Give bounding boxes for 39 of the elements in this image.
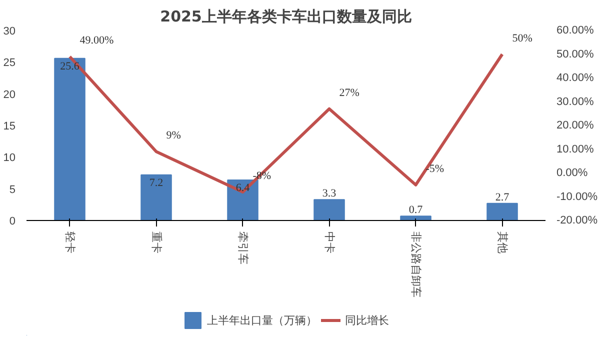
data-label: 49.00% bbox=[80, 34, 114, 47]
y2-tick-label: 20.00% bbox=[556, 120, 594, 132]
y-tick-label: 10 bbox=[3, 152, 16, 164]
y2-tick-label: -20.00% bbox=[556, 214, 598, 226]
data-label: 7.2 bbox=[149, 176, 164, 189]
x-tick-label: 轻卡 bbox=[63, 232, 76, 254]
y2-tick-label: 50.00% bbox=[556, 48, 594, 60]
data-label: 3.3 bbox=[322, 188, 337, 200]
y2-tick-label: -10.00% bbox=[556, 190, 598, 203]
data-label: 0.7 bbox=[408, 204, 424, 216]
y-tick-label: 20 bbox=[3, 88, 16, 101]
y2-tick-label: 0.00% bbox=[556, 167, 588, 179]
y-tick-label: 15 bbox=[3, 120, 16, 132]
data-label: 2.7 bbox=[495, 191, 510, 204]
bar bbox=[140, 174, 172, 220]
data-label: 25.6 bbox=[60, 60, 80, 72]
y-tick-label: 0 bbox=[9, 216, 16, 228]
bar bbox=[486, 202, 518, 220]
legend-label: 上半年出口量（万辆） bbox=[207, 312, 317, 328]
y-tick-label: 25 bbox=[3, 57, 16, 70]
x-tick-label: 重卡 bbox=[150, 232, 163, 254]
y2-tick-label: 60.00% bbox=[556, 24, 594, 36]
data-label: 27% bbox=[339, 86, 360, 99]
y-tick-label: 30 bbox=[3, 26, 16, 38]
bar bbox=[314, 199, 345, 220]
data-label: 9% bbox=[166, 130, 181, 142]
x-tick-label: 中卡 bbox=[322, 232, 336, 254]
y2-tick-label: 40.00% bbox=[556, 72, 594, 84]
data-label: 50% bbox=[512, 32, 532, 44]
x-tick-label: 非公路自卸车 bbox=[409, 232, 422, 298]
x-tick-label: 牵引车 bbox=[236, 232, 250, 264]
legend-label: 同比增长 bbox=[345, 312, 389, 328]
y2-tick-label: 10.00% bbox=[556, 143, 594, 156]
chart-title: 2025上半年各类卡车出口数量及同比 bbox=[160, 8, 412, 26]
bar bbox=[400, 216, 432, 220]
x-tick-label: 其他 bbox=[496, 232, 509, 254]
y2-tick-label: 30.00% bbox=[556, 96, 594, 108]
y-tick-label: 5 bbox=[9, 184, 16, 196]
bar bbox=[54, 58, 86, 220]
